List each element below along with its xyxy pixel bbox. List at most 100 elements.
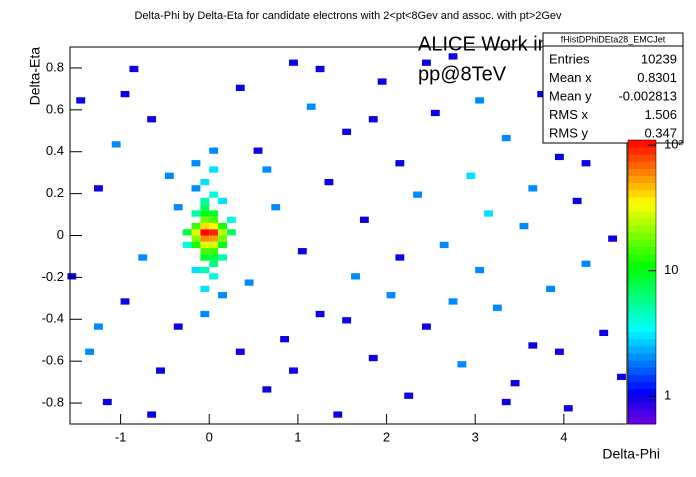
cell <box>94 323 103 330</box>
colorbar-band <box>628 402 656 411</box>
colorbar-band <box>628 360 656 368</box>
cell <box>289 367 298 374</box>
stats-value: 1.506 <box>644 107 677 122</box>
colorbar-band <box>628 196 656 205</box>
cell <box>191 229 201 236</box>
stats-label: RMS x <box>549 107 589 122</box>
z-tick-label: 10² <box>664 137 683 152</box>
cell <box>209 191 219 198</box>
colorbar-band <box>628 225 656 233</box>
cell <box>297 248 307 255</box>
cell <box>315 310 325 318</box>
cell <box>218 235 227 242</box>
stats-title: fHistDPhiDEta28_EMCJet <box>561 34 666 44</box>
colorbar-band <box>628 381 656 389</box>
cell <box>324 178 334 186</box>
cell <box>528 342 538 349</box>
cell <box>262 386 272 393</box>
colorbar-band <box>628 218 656 226</box>
cell <box>209 216 219 223</box>
cell <box>306 103 316 110</box>
cell <box>475 97 485 104</box>
cell <box>608 235 618 242</box>
cell <box>404 392 414 399</box>
cell <box>191 266 201 274</box>
cell <box>147 116 157 123</box>
stats-label: Entries <box>549 51 590 66</box>
cell <box>94 185 103 192</box>
cell <box>218 254 227 261</box>
cell <box>209 260 219 267</box>
cell <box>484 210 493 217</box>
colorbar-band <box>628 147 656 155</box>
cell <box>439 241 449 249</box>
cell <box>253 147 263 154</box>
cell <box>209 210 219 217</box>
colorbar-band <box>628 303 656 311</box>
x-tick-label: 3 <box>472 429 479 444</box>
cell <box>209 222 219 230</box>
cell <box>173 323 183 330</box>
stats-value: 10239 <box>641 51 677 66</box>
colorbar-band <box>628 267 656 276</box>
cell <box>413 191 423 198</box>
cell <box>528 185 538 192</box>
cell <box>191 235 201 242</box>
z-tick-label: 1 <box>664 388 671 403</box>
cell <box>209 166 219 173</box>
cell <box>599 329 609 337</box>
cell <box>200 178 210 186</box>
cell <box>271 204 281 211</box>
y-tick-label: -0.2 <box>42 269 64 284</box>
colorbar-band <box>628 140 656 148</box>
cell <box>147 411 157 418</box>
cell <box>209 248 219 255</box>
cell <box>200 210 210 217</box>
cell <box>67 273 77 280</box>
y-tick-label: -0.8 <box>42 394 64 409</box>
colorbar-band <box>628 274 656 283</box>
cell <box>342 128 352 135</box>
cell <box>457 361 467 368</box>
cell <box>182 229 192 236</box>
stats-label: Mean x <box>549 70 592 85</box>
cell <box>422 323 431 330</box>
cell <box>262 166 272 173</box>
cell <box>200 229 210 236</box>
cell <box>280 336 290 343</box>
chart-title: Delta-Phi by Delta-Eta for candidate ele… <box>134 10 562 22</box>
cell <box>191 222 201 230</box>
colorbar-band <box>628 168 656 176</box>
colorbar-band <box>628 338 656 347</box>
colorbar-band <box>628 232 656 240</box>
colorbar-band <box>628 289 656 297</box>
cell <box>120 90 130 98</box>
cell <box>85 348 95 355</box>
colorbar-band <box>628 409 656 418</box>
cell <box>368 116 378 123</box>
y-tick-label: 0.2 <box>46 185 64 200</box>
cell <box>76 97 86 104</box>
y-tick-label: 0.4 <box>46 143 64 158</box>
stats-label: Mean y <box>549 88 592 103</box>
colorbar-band <box>628 182 656 191</box>
cell <box>226 229 236 236</box>
cell <box>546 285 555 293</box>
cell <box>289 59 298 66</box>
cell <box>191 185 201 192</box>
cell <box>200 222 210 230</box>
cell <box>191 160 201 167</box>
cell <box>182 241 192 249</box>
colorbar-band <box>628 211 656 219</box>
colorbar-band <box>628 331 656 340</box>
colorbar-band <box>628 296 656 304</box>
cell <box>519 222 529 230</box>
colorbar-band <box>628 161 656 169</box>
cell <box>315 65 325 73</box>
cell <box>138 254 148 261</box>
cell <box>235 84 245 91</box>
stats-value: 0.347 <box>644 125 677 140</box>
cell <box>200 285 210 293</box>
cell <box>102 398 112 406</box>
y-tick-label: 0 <box>57 227 64 242</box>
